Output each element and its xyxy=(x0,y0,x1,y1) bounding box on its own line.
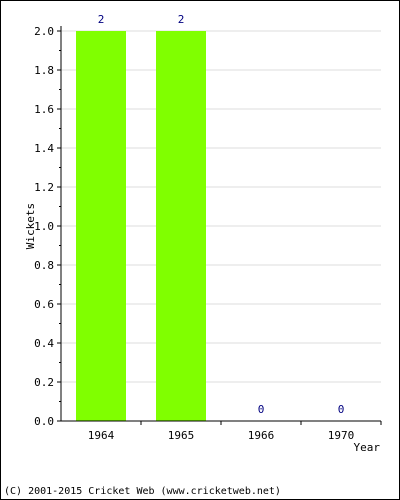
bar-value-label: 0 xyxy=(338,403,345,416)
x-tick-label: 1966 xyxy=(248,429,275,442)
x-tick-label: 1965 xyxy=(168,429,195,442)
y-axis-title: Wickets xyxy=(24,203,37,249)
x-tick-label: 1964 xyxy=(88,429,115,442)
y-tick-label: 2.0 xyxy=(34,25,54,38)
y-tick-label: 1.8 xyxy=(34,64,54,77)
bar-value-label: 0 xyxy=(258,403,265,416)
y-tick-label: 1.0 xyxy=(34,220,54,233)
bar-value-label: 2 xyxy=(178,13,185,26)
bar-value-label: 2 xyxy=(98,13,105,26)
y-tick-label: 1.2 xyxy=(34,181,54,194)
x-tick-label: 1970 xyxy=(328,429,355,442)
y-tick-label: 1.6 xyxy=(34,103,54,116)
x-axis-title: Year xyxy=(354,441,381,454)
copyright-footer: (C) 2001-2015 Cricket Web (www.cricketwe… xyxy=(4,486,281,497)
bar xyxy=(156,31,206,421)
bar xyxy=(76,31,126,421)
y-tick-label: 0.8 xyxy=(34,259,54,272)
y-tick-label: 1.4 xyxy=(34,142,54,155)
y-tick-label: 0.0 xyxy=(34,415,54,428)
y-tick-label: 0.2 xyxy=(34,376,54,389)
y-tick-label: 0.6 xyxy=(34,298,54,311)
y-tick-label: 0.4 xyxy=(34,337,54,350)
